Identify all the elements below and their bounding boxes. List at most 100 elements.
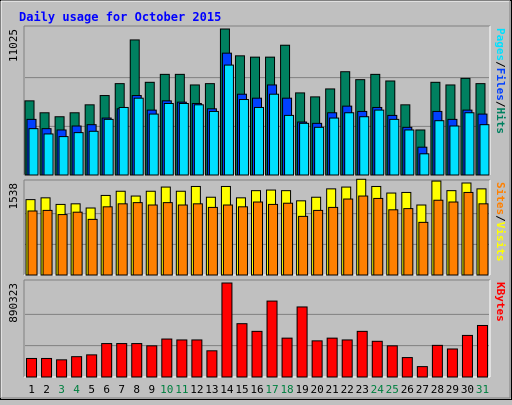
- day-label-7: 7: [118, 383, 125, 396]
- bar-pages-day-6: [103, 118, 114, 176]
- bar-kbytes-day-16: [251, 330, 263, 378]
- x-axis-day-labels: 1 2 3 4 5 6 7 8 9 10 11 12 13 14 15 16 17 18 19 20 21 22 23 24 2…: [28, 383, 489, 396]
- bar-pages-day-30: [464, 112, 475, 176]
- bar-pages-day-10: [163, 102, 174, 176]
- bar-sites-day-2: [42, 209, 53, 276]
- legend-separator: /: [494, 215, 507, 222]
- bar-sites-day-4: [72, 211, 83, 276]
- bar-pages-day-15: [238, 99, 249, 176]
- bar-kbytes-day-14: [221, 282, 233, 378]
- panel-kbytes: 890323 KBytes: [7, 279, 507, 378]
- bar-kbytes-day-28: [431, 344, 443, 378]
- bar-kbytes-day-11: [176, 339, 188, 378]
- bar-kbytes-day-6: [101, 343, 113, 378]
- day-label-26: 26: [401, 383, 414, 396]
- day-label-21: 21: [326, 383, 339, 396]
- bar-sites-day-29: [448, 201, 459, 276]
- bar-kbytes-day-1: [26, 357, 38, 378]
- bar-pages-day-20: [314, 126, 325, 176]
- axis-series-legend: Sites/Visits: [494, 182, 507, 262]
- day-label-17: 17: [265, 383, 278, 396]
- legend-files: Files: [494, 68, 507, 101]
- bar-sites-day-25: [388, 209, 399, 276]
- bar-kbytes-day-18: [281, 337, 293, 378]
- bar-sites-day-30: [463, 191, 474, 276]
- bar-pages-day-2: [43, 133, 54, 176]
- bar-pages-day-22: [344, 112, 355, 176]
- bar-sites-day-13: [207, 206, 218, 276]
- bar-sites-day-20: [313, 209, 324, 276]
- day-label-12: 12: [190, 383, 203, 396]
- bar-kbytes-day-24: [371, 340, 383, 378]
- bar-kbytes-day-23: [356, 330, 368, 378]
- bar-pages-day-27: [419, 153, 430, 176]
- day-label-15: 15: [235, 383, 248, 396]
- day-label-3: 3: [58, 383, 65, 396]
- axis-series-legend: Pages/Files/Hits: [494, 28, 507, 134]
- bar-kbytes-day-2: [41, 357, 53, 378]
- y-max-label: 11025: [7, 29, 20, 62]
- bar-sites-day-14: [222, 204, 233, 276]
- panel-visits-sites: 1538 Sites/Visits: [7, 178, 507, 276]
- bar-kbytes-day-19: [296, 306, 308, 378]
- bar-sites-day-19: [298, 215, 309, 276]
- day-label-11: 11: [175, 383, 188, 396]
- bar-pages-day-16: [254, 106, 264, 176]
- bar-pages-day-29: [449, 125, 460, 176]
- bar-kbytes-day-29: [446, 348, 458, 378]
- bar-sites-day-12: [192, 203, 203, 276]
- bar-pages-day-5: [88, 130, 99, 176]
- bar-sites-day-10: [162, 202, 173, 276]
- axis-series-legend: KBytes: [494, 282, 507, 322]
- legend-hits: Hits: [494, 108, 507, 135]
- bar-sites-day-21: [328, 206, 339, 276]
- bar-pages-day-21: [329, 117, 340, 176]
- bar-kbytes-day-30: [461, 334, 473, 378]
- bar-kbytes-day-9: [146, 345, 158, 378]
- bar-sites-day-15: [237, 206, 248, 276]
- bar-sites-day-8: [132, 202, 143, 276]
- bar-pages-day-26: [404, 129, 415, 176]
- bar-kbytes-day-22: [341, 339, 353, 378]
- panel-hits-files-pages: 11025 Pages/Files/Hits: [7, 25, 507, 176]
- day-label-9: 9: [148, 383, 155, 396]
- bar-kbytes-day-31: [476, 324, 488, 378]
- bar-pages-day-4: [73, 132, 84, 176]
- bar-kbytes-day-15: [236, 323, 248, 378]
- bar-sites-day-17: [268, 203, 279, 276]
- bar-sites-day-3: [57, 214, 68, 276]
- legend-visits: Visits: [494, 222, 507, 262]
- bar-pages-day-12: [193, 104, 204, 176]
- day-label-20: 20: [311, 383, 324, 396]
- bar-sites-day-18: [283, 202, 294, 276]
- day-label-16: 16: [250, 383, 263, 396]
- legend-separator: /: [494, 61, 507, 68]
- day-label-23: 23: [356, 383, 369, 396]
- bar-pages-day-24: [374, 109, 385, 176]
- day-label-13: 13: [205, 383, 218, 396]
- bar-pages-day-19: [299, 122, 310, 176]
- bar-pages-day-28: [434, 120, 445, 176]
- day-label-27: 27: [416, 383, 429, 396]
- bar-pages-day-18: [284, 114, 295, 176]
- y-max-label: 890323: [7, 283, 20, 323]
- day-label-6: 6: [103, 383, 110, 396]
- bar-pages-day-31: [479, 124, 490, 176]
- bar-sites-day-23: [358, 195, 369, 276]
- day-label-10: 10: [160, 383, 173, 396]
- bar-kbytes-day-3: [56, 359, 68, 378]
- bar-pages-day-1: [28, 128, 39, 176]
- legend-pages: Pages: [494, 28, 507, 61]
- day-label-25: 25: [386, 383, 399, 396]
- legend-kbytes: KBytes: [494, 282, 507, 322]
- bar-kbytes-day-5: [86, 354, 98, 378]
- bar-kbytes-day-21: [326, 337, 338, 378]
- day-label-31: 31: [476, 383, 489, 396]
- bar-sites-day-5: [87, 218, 98, 276]
- bar-sites-day-26: [403, 208, 414, 276]
- legend-sites: Sites: [494, 182, 507, 215]
- bar-pages-day-11: [178, 102, 189, 176]
- bar-sites-day-24: [373, 197, 384, 276]
